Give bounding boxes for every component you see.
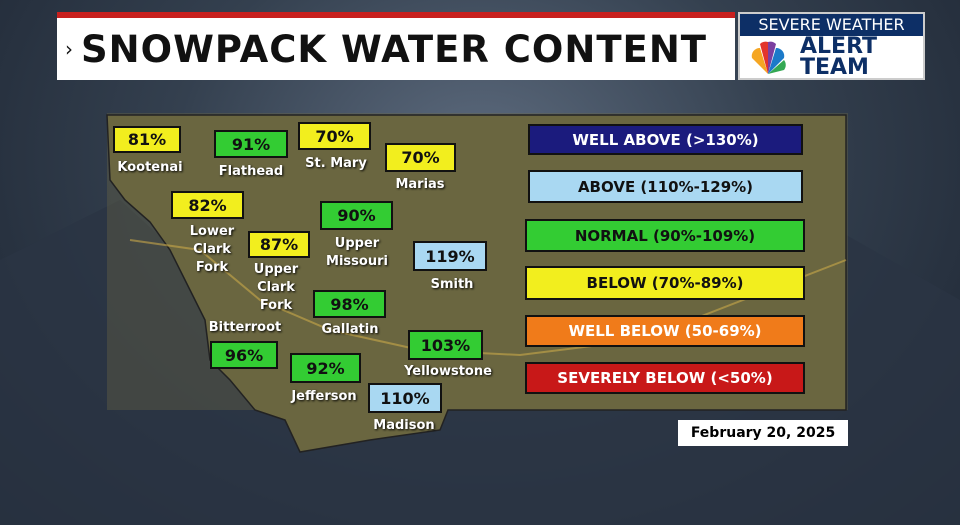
basin-value: 90% [320,201,393,230]
basin-name: Yellowstone [404,364,492,379]
basin-value: 110% [368,383,442,413]
basin-name: Gallatin [321,322,379,337]
basin-name: Lower Clark Fork [189,224,235,275]
basin-value: 119% [413,241,487,271]
basin-name: Kootenai [117,160,183,175]
logo-line: TEAM [800,55,869,80]
header-stripe [57,12,735,18]
basin-name: Marias [395,177,445,192]
date: February 20, 2025 [678,420,848,446]
logo-line: SEVERE WEATHER [740,14,923,36]
basin-name: Flathead [218,164,284,179]
basin-value: 70% [298,122,371,150]
logo: SEVERE WEATHER ALERT TEAM [738,12,925,80]
basin-name: St. Mary [305,156,367,171]
header: › SNOWPACK WATER CONTENT [57,18,735,80]
basin-value: 96% [210,341,278,369]
basin-value: 87% [248,231,310,258]
basin-name: Upper Clark Fork [253,262,299,313]
legend-item: SEVERELY BELOW (<50%) [525,362,805,394]
basin-name: Upper Missouri [326,236,388,269]
basin-name: Bitterroot [208,320,282,335]
basin-name: Jefferson [291,389,357,404]
basin-value: 82% [171,191,244,219]
basin-value: 103% [408,330,483,360]
chevron: › [65,37,73,61]
basin-value: 70% [385,143,456,172]
legend-item: WELL ABOVE (>130%) [528,124,803,155]
basin-name: Smith [430,277,474,292]
title: SNOWPACK WATER CONTENT [81,27,708,71]
logo-line: ALERT [800,34,878,59]
basin-name: Madison [373,418,435,433]
basin-value: 91% [214,130,288,158]
legend-item: BELOW (70%-89%) [525,266,805,300]
legend-item: ABOVE (110%-129%) [528,170,803,203]
basin-value: 92% [290,353,361,383]
legend-item: WELL BELOW (50-69%) [525,315,805,347]
legend-item: NORMAL (90%-109%) [525,219,805,252]
basin-value: 98% [313,290,386,318]
basin-value: 81% [113,126,181,153]
peacock [751,41,786,74]
